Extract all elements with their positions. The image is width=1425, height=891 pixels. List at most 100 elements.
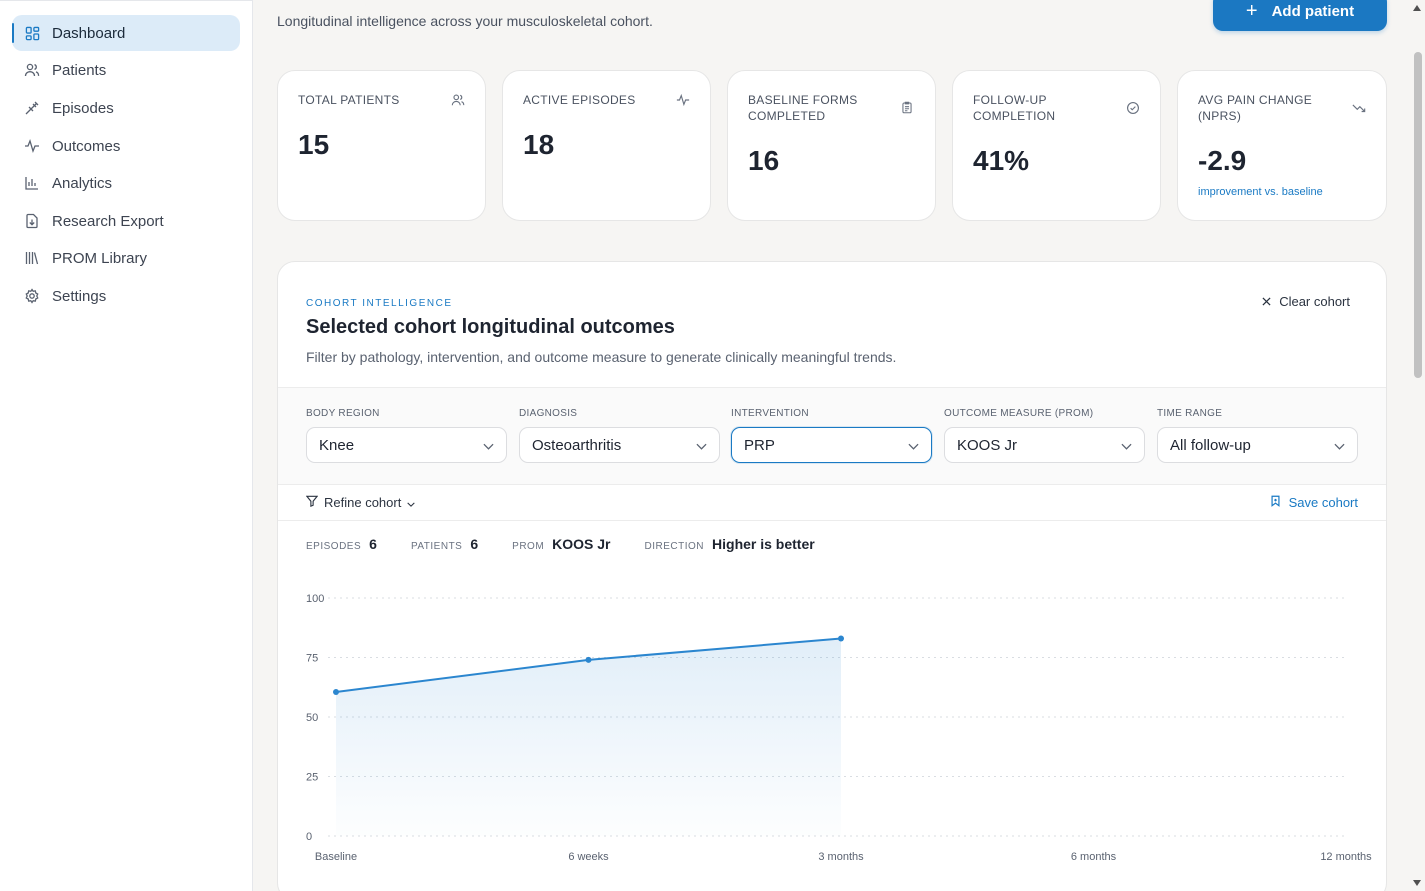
- page-subtitle: Longitudinal intelligence across your mu…: [277, 13, 653, 29]
- users-icon: [24, 62, 40, 78]
- check-circle-icon: [1126, 101, 1140, 115]
- data-point: [585, 656, 592, 663]
- stat-label: BASELINE FORMS COMPLETED: [748, 93, 858, 123]
- activity-icon: [24, 138, 40, 154]
- stat-card-total-patients: TOTAL PATIENTS 15: [277, 70, 486, 221]
- page-scrollbar[interactable]: [1408, 0, 1425, 891]
- filter-label: BODY REGION: [306, 408, 380, 419]
- section-title: Selected cohort longitudinal outcomes: [306, 316, 675, 338]
- select-value: Knee: [319, 436, 355, 454]
- sidebar-item-label: Settings: [52, 287, 107, 305]
- sidebar-item-patients[interactable]: Patients: [12, 52, 240, 88]
- refine-cohort-label: Refine cohort: [324, 495, 402, 510]
- diagnosis-select[interactable]: Osteoarthritis: [519, 427, 720, 463]
- y-tick-label: 50: [306, 712, 318, 724]
- save-cohort-button[interactable]: Save cohort: [1270, 495, 1358, 510]
- x-tick-label: 6 weeks: [568, 851, 609, 863]
- sidebar-item-label: Analytics: [52, 174, 113, 192]
- scroll-thumb[interactable]: [1414, 52, 1422, 378]
- x-tick-label: 12 months: [1320, 851, 1372, 863]
- section-description: Filter by pathology, intervention, and o…: [306, 349, 897, 365]
- users-icon: [451, 93, 465, 107]
- sidebar-item-dashboard[interactable]: Dashboard: [12, 15, 240, 51]
- series-area: [336, 638, 841, 836]
- stat-value: 16: [748, 145, 780, 176]
- direction-label: DIRECTION: [644, 541, 705, 552]
- time-range-select[interactable]: All follow-up: [1157, 427, 1358, 463]
- stat-label: TOTAL PATIENTS: [298, 93, 400, 107]
- sidebar-item-prom-library[interactable]: PROM Library: [12, 240, 240, 276]
- active-indicator: [12, 23, 14, 43]
- prom-value: KOOS Jr: [552, 536, 611, 552]
- sidebar-item-episodes[interactable]: Episodes: [12, 90, 240, 126]
- section-eyebrow: COHORT INTELLIGENCE: [306, 298, 453, 309]
- stat-card-baseline-forms: BASELINE FORMS COMPLETED 16: [727, 70, 936, 221]
- outcome-measure-select[interactable]: KOOS Jr: [944, 427, 1145, 463]
- select-value: PRP: [744, 436, 775, 454]
- clear-cohort-button[interactable]: Clear cohort: [1262, 294, 1350, 309]
- direction-value: Higher is better: [712, 536, 815, 552]
- save-cohort-label: Save cohort: [1288, 495, 1358, 510]
- activity-icon: [676, 93, 690, 107]
- x-tick-label: 6 months: [1071, 851, 1117, 863]
- chevron-down-icon: [908, 437, 919, 454]
- cohort-metrics: EPISODES 6 PATIENTS 6 PROM KOOS Jr DIREC…: [306, 536, 849, 552]
- y-tick-label: 0: [306, 831, 312, 843]
- patients-value: 6: [470, 536, 479, 552]
- data-point: [333, 689, 339, 696]
- x-tick-label: 3 months: [818, 851, 864, 863]
- gear-icon: [24, 288, 40, 304]
- chevron-down-icon: [407, 495, 416, 510]
- outcomes-chart: 0 25 50 75 100 Baseline 6 weeks 3 months 6 month…: [306, 593, 1372, 863]
- sidebar-item-label: Dashboard: [52, 24, 126, 42]
- scroll-down-arrow[interactable]: [1413, 880, 1421, 886]
- stat-label: AVG PAIN CHANGE (NPRS): [1198, 93, 1313, 123]
- divider: [278, 484, 1386, 485]
- dashboard-grid-icon: [24, 25, 40, 41]
- select-value: KOOS Jr: [957, 436, 1018, 454]
- episodes-value: 6: [369, 536, 377, 552]
- library-icon: [24, 250, 40, 266]
- select-value: Osteoarthritis: [532, 436, 622, 454]
- body-region-select[interactable]: Knee: [306, 427, 507, 463]
- sidebar-item-research-export[interactable]: Research Export: [12, 203, 240, 239]
- filter-intervention: INTERVENTION PRP: [731, 408, 932, 463]
- chevron-down-icon: [1334, 437, 1345, 454]
- trending-down-icon: [1352, 101, 1366, 115]
- cohort-panel: COHORT INTELLIGENCE Selected cohort long…: [277, 261, 1387, 891]
- intervention-select[interactable]: PRP: [731, 427, 932, 463]
- stat-value: -2.9: [1198, 145, 1247, 176]
- scroll-up-arrow[interactable]: [1413, 5, 1421, 11]
- stat-card-active-episodes: ACTIVE EPISODES 18: [502, 70, 711, 221]
- add-patient-button[interactable]: + Add patient: [1213, 0, 1387, 31]
- stat-card-avg-pain-change: AVG PAIN CHANGE (NPRS) -2.9 improvement …: [1177, 70, 1387, 221]
- y-tick-label: 25: [306, 772, 318, 784]
- sidebar-item-label: Patients: [52, 61, 107, 79]
- filter-outcome-measure: OUTCOME MEASURE (PROM) KOOS Jr: [944, 408, 1145, 463]
- y-tick-label: 75: [306, 653, 318, 665]
- filter-label: TIME RANGE: [1157, 408, 1223, 419]
- sidebar-divider: [0, 0, 253, 1]
- chevron-down-icon: [696, 437, 707, 454]
- bookmark-icon: [1270, 495, 1281, 510]
- data-point: [838, 635, 844, 642]
- select-value: All follow-up: [1170, 436, 1251, 454]
- divider: [278, 387, 1386, 388]
- file-download-icon: [24, 213, 40, 229]
- episodes-label: EPISODES: [306, 541, 362, 552]
- clipboard-icon: [901, 101, 915, 115]
- sidebar-item-label: Episodes: [52, 99, 114, 117]
- sidebar-item-settings[interactable]: Settings: [12, 278, 240, 314]
- y-tick-label: 100: [306, 593, 324, 605]
- filter-label: OUTCOME MEASURE (PROM): [944, 408, 1094, 419]
- sidebar-item-label: Outcomes: [52, 137, 121, 155]
- sidebar-item-analytics[interactable]: Analytics: [12, 165, 240, 201]
- filter-body-region: BODY REGION Knee: [306, 408, 507, 463]
- stat-label: ACTIVE EPISODES: [523, 93, 636, 107]
- sidebar-item-outcomes[interactable]: Outcomes: [12, 128, 240, 164]
- stat-value: 41%: [973, 145, 1030, 176]
- syringe-icon: [24, 100, 40, 116]
- chevron-down-icon: [1121, 437, 1132, 454]
- chevron-down-icon: [483, 437, 494, 454]
- refine-cohort-button[interactable]: Refine cohort: [305, 495, 416, 510]
